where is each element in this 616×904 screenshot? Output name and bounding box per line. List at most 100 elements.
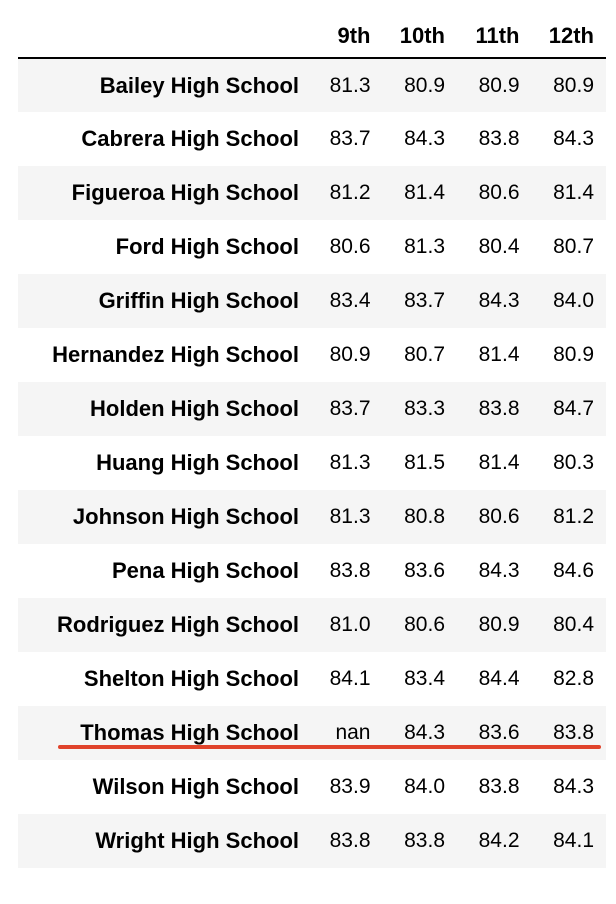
table-row: Bailey High School 81.3 80.9 80.9 80.9 <box>18 58 606 112</box>
score-cell: 83.7 <box>404 289 445 312</box>
school-name-cell: Figueroa High School <box>71 180 299 205</box>
score-cell: 83.8 <box>478 127 520 150</box>
score-cell: 80.6 <box>478 505 520 528</box>
score-cell: 83.4 <box>404 667 445 690</box>
score-cell: 80.9 <box>404 73 445 97</box>
school-name-cell: Hernandez High School <box>52 342 299 367</box>
school-name-cell: Griffin High School <box>98 288 299 313</box>
highlight-underline <box>58 745 601 749</box>
school-name-cell: Johnson High School <box>72 504 299 529</box>
score-cell: 80.7 <box>553 235 594 258</box>
column-header: 9th <box>308 14 383 59</box>
score-cell: 81.2 <box>329 181 371 204</box>
school-name-cell: Huang High School <box>96 450 299 475</box>
score-cell: 83.8 <box>329 559 371 582</box>
score-cell: 84.3 <box>404 127 445 150</box>
score-cell: 83.3 <box>404 397 445 420</box>
score-cell: 84.1 <box>329 667 371 690</box>
score-cell: 82.8 <box>553 667 594 690</box>
score-cell: 81.3 <box>329 73 371 97</box>
column-header: 11th <box>457 14 532 59</box>
score-cell: 80.4 <box>553 613 594 636</box>
school-name-cell: Shelton High School <box>83 666 299 691</box>
score-cell: 83.7 <box>329 127 371 150</box>
score-cell: 80.3 <box>553 451 594 474</box>
score-cell: 84.2 <box>478 829 520 852</box>
score-cell: 81.3 <box>404 235 445 258</box>
table-row: Rodriguez High School 81.0 80.6 80.9 80.4 <box>18 598 606 652</box>
table-body: Bailey High School 81.3 80.9 80.9 80.9 Cabrer… <box>18 58 606 868</box>
table-row: Ford High School 80.6 81.3 80.4 80.7 <box>18 220 606 274</box>
score-cell: 83.8 <box>478 775 520 798</box>
school-name-cell: Bailey High School <box>99 72 299 98</box>
column-header: 12th <box>531 14 606 59</box>
score-cell: 83.4 <box>329 289 371 312</box>
score-cell: 84.6 <box>553 559 594 582</box>
score-cell: 83.6 <box>404 559 445 582</box>
score-cell: 80.9 <box>553 73 594 97</box>
score-cell: 83.9 <box>329 775 371 798</box>
score-cell: 84.3 <box>553 127 594 150</box>
table-row: Hernandez High School 80.9 80.7 81.4 80.9 <box>18 328 606 382</box>
table-row: Holden High School 83.7 83.3 83.8 84.7 <box>18 382 606 436</box>
score-cell: 83.6 <box>478 721 520 744</box>
score-cell: 81.0 <box>329 613 371 636</box>
score-cell: 84.0 <box>404 775 445 798</box>
score-cell: 80.9 <box>553 343 594 366</box>
score-cell: 81.5 <box>404 451 445 474</box>
school-name-cell: Holden High School <box>90 396 299 421</box>
score-cell: 84.3 <box>478 289 520 312</box>
score-cell: 84.3 <box>478 559 520 582</box>
scores-by-grade-table: 9th 10th 11th 12th Bailey High School 81.… <box>18 14 606 868</box>
table-row: Johnson High School 81.3 80.8 80.6 81.2 <box>18 490 606 544</box>
table-header: 9th 10th 11th 12th <box>18 14 606 59</box>
score-cell: 81.3 <box>329 451 371 474</box>
score-cell: 81.2 <box>553 505 594 528</box>
score-cell: 84.0 <box>553 289 594 312</box>
school-name-cell: Pena High School <box>111 558 299 583</box>
score-cell: 84.3 <box>404 721 445 744</box>
table-row: Thomas High School nan 84.3 83.6 83.8 <box>18 706 606 760</box>
score-cell: 80.8 <box>404 505 445 528</box>
score-cell: 83.7 <box>329 397 371 420</box>
score-cell: 80.6 <box>404 613 445 636</box>
score-cell: 84.1 <box>553 829 594 852</box>
score-cell: 80.9 <box>478 73 520 97</box>
score-cell: 80.6 <box>329 235 371 258</box>
table-row: Shelton High School 84.1 83.4 84.4 82.8 <box>18 652 606 706</box>
score-cell: 80.9 <box>329 343 371 366</box>
score-cell: 81.4 <box>553 181 594 204</box>
score-cell: 80.9 <box>478 613 520 636</box>
score-cell: 81.4 <box>404 181 445 204</box>
table-row: Wilson High School 83.9 84.0 83.8 84.3 <box>18 760 606 814</box>
score-cell: 81.4 <box>478 343 520 366</box>
score-cell: 83.8 <box>404 829 445 852</box>
score-cell: 80.4 <box>478 235 520 258</box>
score-cell: 83.8 <box>329 829 371 852</box>
school-name-cell: Ford High School <box>115 234 299 259</box>
score-cell: 83.8 <box>478 397 520 420</box>
score-cell: 81.3 <box>329 505 371 528</box>
table-row: Wright High School 83.8 83.8 84.2 84.1 <box>18 814 606 868</box>
index-header <box>18 14 308 59</box>
score-cell: 84.4 <box>478 667 520 690</box>
table-row: Pena High School 83.8 83.6 84.3 84.6 <box>18 544 606 598</box>
school-name-cell: Wilson High School <box>92 774 299 799</box>
table-row: Huang High School 81.3 81.5 81.4 80.3 <box>18 436 606 490</box>
school-name-cell: Rodriguez High School <box>57 612 299 637</box>
school-name-cell: Cabrera High School <box>81 126 299 151</box>
score-cell: 84.3 <box>553 775 594 798</box>
table-row: Figueroa High School 81.2 81.4 80.6 81.4 <box>18 166 606 220</box>
table-row: Griffin High School 83.4 83.7 84.3 84.0 <box>18 274 606 328</box>
score-cell: 84.7 <box>553 397 594 420</box>
table-row: Cabrera High School 83.7 84.3 83.8 84.3 <box>18 112 606 166</box>
school-name-cell: Thomas High School <box>80 720 299 745</box>
header-row: 9th 10th 11th 12th <box>18 14 606 59</box>
column-header: 10th <box>382 14 457 59</box>
score-cell: 80.7 <box>404 343 445 366</box>
score-cell: nan <box>335 721 371 744</box>
score-cell: 80.6 <box>478 181 520 204</box>
school-name-cell: Wright High School <box>95 828 299 853</box>
score-cell: 83.8 <box>553 721 594 744</box>
